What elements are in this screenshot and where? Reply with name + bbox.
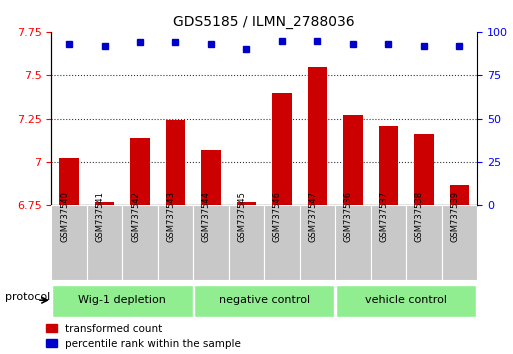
Text: negative control: negative control (219, 295, 310, 305)
Text: Wig-1 depletion: Wig-1 depletion (78, 295, 166, 305)
Text: GSM737539: GSM737539 (450, 191, 459, 242)
Text: GSM737543: GSM737543 (167, 191, 175, 242)
Bar (130, 138, 150, 205)
FancyBboxPatch shape (442, 205, 477, 280)
Text: vehicle control: vehicle control (365, 295, 447, 305)
Bar (308, 67, 327, 205)
Text: GSM737536: GSM737536 (344, 191, 353, 242)
Text: GSM737540: GSM737540 (60, 191, 69, 242)
Bar (272, 92, 292, 205)
FancyBboxPatch shape (370, 205, 406, 280)
Text: GSM737537: GSM737537 (380, 191, 388, 242)
Bar (449, 184, 469, 205)
Text: GSM737544: GSM737544 (202, 191, 211, 242)
Text: GSM737541: GSM737541 (95, 191, 105, 242)
Bar (60, 159, 79, 205)
Text: protocol: protocol (5, 292, 50, 302)
FancyBboxPatch shape (122, 205, 158, 280)
FancyBboxPatch shape (193, 205, 229, 280)
Bar (95, 202, 114, 205)
Bar (379, 126, 398, 205)
Bar (166, 120, 185, 205)
Text: GSM737545: GSM737545 (238, 191, 246, 242)
FancyBboxPatch shape (335, 205, 370, 280)
Legend: transformed count, percentile rank within the sample: transformed count, percentile rank withi… (46, 324, 241, 349)
FancyBboxPatch shape (87, 205, 122, 280)
Text: GSM737538: GSM737538 (415, 191, 424, 242)
Title: GDS5185 / ILMN_2788036: GDS5185 / ILMN_2788036 (173, 16, 355, 29)
FancyBboxPatch shape (51, 205, 87, 280)
FancyBboxPatch shape (52, 285, 192, 317)
FancyBboxPatch shape (264, 205, 300, 280)
Bar (236, 202, 256, 205)
FancyBboxPatch shape (194, 285, 334, 317)
FancyBboxPatch shape (229, 205, 264, 280)
FancyBboxPatch shape (336, 285, 477, 317)
FancyBboxPatch shape (300, 205, 335, 280)
FancyBboxPatch shape (406, 205, 442, 280)
Bar (414, 134, 433, 205)
Text: GSM737546: GSM737546 (273, 191, 282, 242)
Text: GSM737542: GSM737542 (131, 191, 140, 242)
Bar (201, 150, 221, 205)
Bar (343, 115, 363, 205)
FancyBboxPatch shape (158, 205, 193, 280)
Text: GSM737547: GSM737547 (308, 191, 318, 242)
